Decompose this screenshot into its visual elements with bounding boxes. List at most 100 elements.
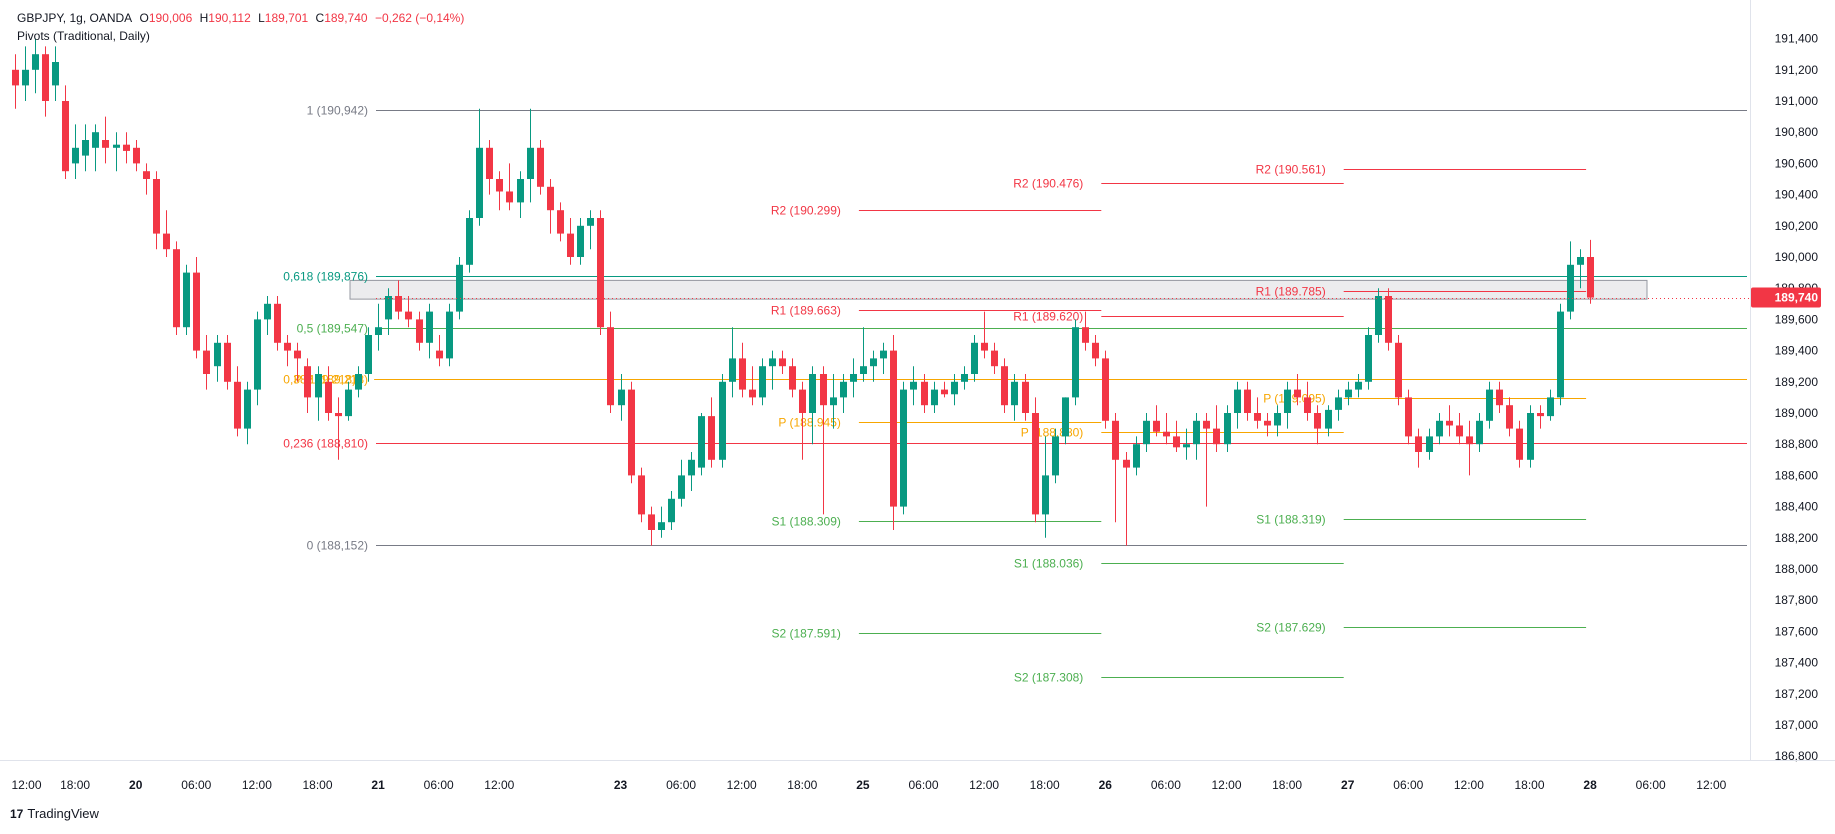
- candle-body: [1476, 420, 1483, 445]
- candle-body: [668, 498, 675, 523]
- candle-body: [1224, 413, 1231, 445]
- fib-level-label: 0 (188,152): [307, 539, 368, 553]
- close-label: C: [315, 11, 325, 25]
- time-tick-label: 27: [1341, 778, 1355, 792]
- candle-body: [193, 272, 200, 351]
- price-tick-label: 188,200: [1775, 531, 1819, 545]
- candle-body: [224, 342, 231, 382]
- time-tick-label: 06:00: [1393, 778, 1423, 792]
- symbol-header[interactable]: GBPJPY, 1g, OANDA O190,006 H190,112 L189…: [17, 11, 468, 25]
- candle-body: [1193, 420, 1200, 445]
- candle-body: [587, 218, 594, 226]
- candle-body: [527, 147, 534, 179]
- candle-body: [648, 514, 655, 530]
- candle-body: [1486, 389, 1493, 421]
- pivot-level-label: S2 (187.591): [772, 627, 841, 641]
- price-tick-label: 187,600: [1775, 624, 1819, 638]
- candle-body: [1203, 420, 1210, 429]
- candle-body: [1072, 327, 1079, 398]
- candle-body: [638, 475, 645, 515]
- pivot-level-label: S2 (187.308): [1014, 671, 1083, 685]
- price-tick-label: 189,000: [1775, 406, 1819, 420]
- candle-body: [92, 132, 99, 148]
- candle-body: [1143, 420, 1150, 445]
- time-tick-label: 23: [614, 778, 628, 792]
- candle-body: [1385, 296, 1392, 343]
- candle-body: [82, 140, 89, 156]
- candle-body: [537, 147, 544, 187]
- candle-body: [284, 342, 291, 351]
- candle-body: [1314, 413, 1321, 429]
- brand-name: TradingView: [27, 806, 99, 821]
- candle-body: [1345, 389, 1352, 398]
- candle-body: [557, 210, 564, 234]
- candle-body: [12, 69, 19, 86]
- low-value: 189,701: [264, 11, 309, 25]
- time-tick-label: 06:00: [666, 778, 696, 792]
- fib-level-label: 0,618 (189,876): [283, 270, 368, 284]
- candle-body: [890, 350, 897, 507]
- pivot-level-label: R2 (190.299): [771, 204, 841, 218]
- time-tick-label: 12:00: [1454, 778, 1484, 792]
- indicator-legend[interactable]: Pivots (Traditional, Daily): [17, 29, 154, 43]
- candle-body: [1506, 405, 1513, 429]
- highlight-zone: [349, 279, 1648, 300]
- time-tick-label: 12:00: [727, 778, 757, 792]
- candle-body: [880, 350, 887, 359]
- time-axis[interactable]: 12:00 18:00 20 06:00 12:00 18:00 21 06:00 12:00 2…: [0, 760, 1835, 793]
- time-tick-label: 12:00: [1696, 778, 1726, 792]
- candle-body: [1446, 420, 1453, 426]
- candle-body: [345, 389, 352, 417]
- candle-body: [1173, 436, 1180, 448]
- pivot-level-label: S1 (188.309): [772, 515, 841, 529]
- candle-body: [375, 327, 382, 335]
- candle-body: [52, 62, 59, 86]
- pivot-level-label: R1 (189.663): [771, 304, 841, 318]
- tradingview-brand[interactable]: 17 TradingView: [10, 806, 99, 821]
- candle-body: [1082, 327, 1089, 343]
- time-tick-label: 06:00: [424, 778, 454, 792]
- candle-body: [42, 54, 49, 101]
- candle-body: [1304, 397, 1311, 413]
- candle-body: [1163, 431, 1170, 437]
- tradingview-logo-icon: 17: [10, 806, 24, 821]
- candle-body: [203, 350, 210, 374]
- low-label: L: [258, 11, 265, 25]
- candle-body: [466, 218, 473, 265]
- price-tick-label: 191,200: [1775, 63, 1819, 77]
- candle-body: [163, 233, 170, 250]
- candle-body: [1102, 358, 1109, 421]
- candle-body: [153, 179, 160, 234]
- candle-body: [951, 381, 958, 395]
- close-value: 189,740: [324, 11, 368, 25]
- candle-body: [365, 335, 372, 374]
- candle-body: [1426, 436, 1433, 452]
- last-price-layer: 189,740: [376, 287, 1821, 308]
- candle-body: [274, 303, 281, 343]
- candle-body: [315, 374, 322, 398]
- candle-body: [496, 179, 503, 192]
- candle-body: [860, 366, 867, 374]
- candle-body: [1042, 475, 1049, 515]
- candle-body: [840, 381, 847, 398]
- candle-body: [830, 397, 837, 406]
- last-price-badge: [1751, 287, 1821, 308]
- candle-body: [779, 358, 786, 367]
- candle-body: [214, 342, 221, 367]
- indicator-name: Pivots (Traditional, Daily): [17, 29, 150, 43]
- candle-body: [1456, 425, 1463, 437]
- candle-body: [971, 342, 978, 374]
- time-tick-label: 06:00: [181, 778, 211, 792]
- candle-body: [517, 179, 524, 203]
- price-tick-label: 189,400: [1775, 344, 1819, 358]
- pivot-level-label: P (189.218): [294, 373, 357, 387]
- candle-body: [739, 358, 746, 390]
- candle-body: [1112, 420, 1119, 460]
- candle-body: [1547, 397, 1554, 417]
- candle-body: [1405, 397, 1412, 437]
- candle-body: [688, 459, 695, 476]
- price-axis[interactable]: 186,800 187,000 187,200 187,400 187,600 187,8…: [1750, 0, 1819, 763]
- time-tick-label: 21: [371, 778, 385, 792]
- pivot-level-label: R2 (190.476): [1013, 177, 1083, 191]
